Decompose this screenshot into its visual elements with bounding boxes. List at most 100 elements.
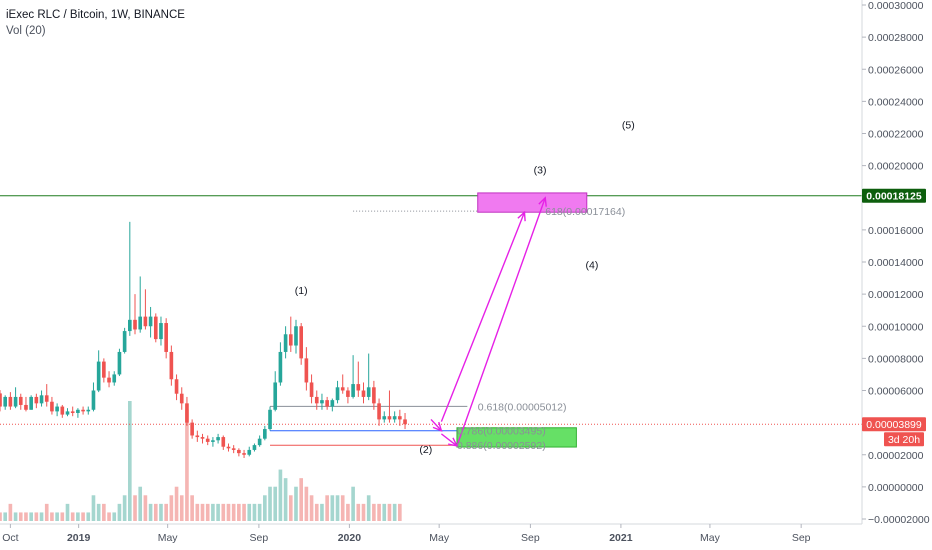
volume-bar	[18, 512, 23, 521]
candle-body	[8, 396, 13, 407]
candle-body	[335, 387, 340, 401]
volume-bars	[0, 401, 402, 521]
candle-body	[18, 396, 23, 405]
candle-body	[159, 323, 163, 340]
volume-bar	[392, 503, 397, 521]
candle-body	[294, 326, 298, 346]
volume-bar	[8, 503, 13, 521]
projection-arrow-2	[456, 197, 546, 447]
price-tick-label: 0.00026000	[868, 64, 924, 76]
dip-arrow-1-head	[432, 421, 443, 432]
price-tick-label: 0.00022000	[868, 129, 924, 141]
candle-body	[314, 396, 319, 404]
candle-body	[398, 416, 402, 420]
candle-body	[34, 396, 39, 404]
time-axis[interactable]: Oct 2019 May Sep 2020 May Sep 2021 May Sep	[2, 524, 811, 544]
candle-body	[288, 334, 293, 346]
wave-labels: (1) (2) (3) (4) (5)	[295, 120, 635, 456]
volume-bar	[320, 503, 324, 521]
highlight-price-marker: 0.00018125	[862, 188, 926, 203]
candle-body	[133, 319, 137, 330]
candle-body	[169, 351, 174, 380]
candle-body	[117, 351, 122, 375]
wave-label: (1)	[295, 285, 308, 297]
candle-body	[164, 323, 168, 352]
volume-bar	[34, 512, 39, 521]
candle-body	[3, 396, 8, 407]
volume-bar	[304, 486, 309, 521]
fib-786-label: 0.786(0.00003495)	[457, 426, 546, 438]
candle-body	[221, 437, 226, 447]
price-tick-label: 0.00028000	[868, 32, 924, 44]
price-tick-label: 0.00010000	[868, 321, 924, 333]
volume-bar	[159, 503, 163, 521]
volume-bar	[221, 503, 226, 521]
volume-bar	[340, 495, 345, 521]
volume-bar	[29, 512, 33, 521]
time-tick-label: May	[158, 532, 179, 544]
candle-body	[13, 396, 18, 407]
countdown-label: 3d 20h	[888, 434, 920, 446]
volume-bar	[117, 503, 122, 521]
candle-body	[50, 401, 54, 412]
volume-bar	[372, 503, 376, 521]
price-tick-label: 0.00008000	[868, 353, 924, 365]
dip-arrow-2	[440, 433, 458, 447]
projection-arrow-1-head	[517, 210, 526, 222]
candle-body	[330, 400, 335, 407]
fib-618-label: 0.618(0.00005012)	[478, 401, 567, 413]
highlight-price-label: 0.00018125	[866, 191, 922, 203]
candle-body	[55, 406, 59, 412]
candle-body	[211, 440, 215, 442]
wave-label: (5)	[622, 120, 635, 132]
volume-bar	[387, 503, 392, 521]
candle-body	[65, 411, 70, 415]
candle-body	[216, 437, 220, 441]
volume-bar	[247, 503, 252, 521]
volume-bar	[0, 512, 2, 521]
wave-label: (3)	[534, 165, 547, 177]
time-tick-label: Oct	[2, 532, 18, 544]
volume-bar	[76, 512, 80, 521]
candle-body	[226, 446, 231, 449]
candle-body	[263, 429, 267, 439]
time-tick-label: 2019	[67, 532, 91, 544]
candle-body	[86, 409, 91, 412]
volume-bar	[283, 478, 288, 521]
candle-body	[96, 361, 101, 391]
candle-body	[392, 416, 397, 420]
candle-body	[242, 453, 246, 455]
candle-body	[309, 382, 314, 397]
candle-body	[346, 390, 350, 397]
candle-body	[268, 409, 272, 430]
price-tick-label: 0.00000000	[868, 482, 924, 494]
price-tick-label: −0.00002000	[868, 514, 930, 526]
candle-body	[138, 316, 143, 330]
volume-bar	[356, 503, 361, 521]
volume-bar	[325, 495, 329, 521]
volume-bar	[211, 503, 215, 521]
drawings	[430, 196, 547, 447]
candle-body	[76, 409, 80, 413]
candle-body	[44, 395, 49, 402]
candle-body	[148, 316, 153, 327]
candle-body	[122, 331, 127, 352]
candle-body	[107, 377, 111, 383]
volume-bar	[102, 503, 106, 521]
target-zone	[477, 192, 588, 213]
volume-bar	[190, 495, 194, 521]
candle-body	[299, 326, 303, 359]
candle-body	[351, 384, 355, 397]
volume-bar	[257, 503, 262, 521]
candle-body	[81, 409, 85, 412]
volume-bar	[148, 503, 153, 521]
candle-body	[372, 387, 376, 404]
volume-bar	[382, 503, 387, 521]
time-tick-label: May	[700, 532, 721, 544]
candle-body	[231, 448, 236, 450]
time-tick-label: Sep	[792, 532, 811, 544]
candle-body	[387, 416, 392, 420]
candle-body	[403, 419, 407, 425]
reference-lines	[0, 195, 862, 446]
